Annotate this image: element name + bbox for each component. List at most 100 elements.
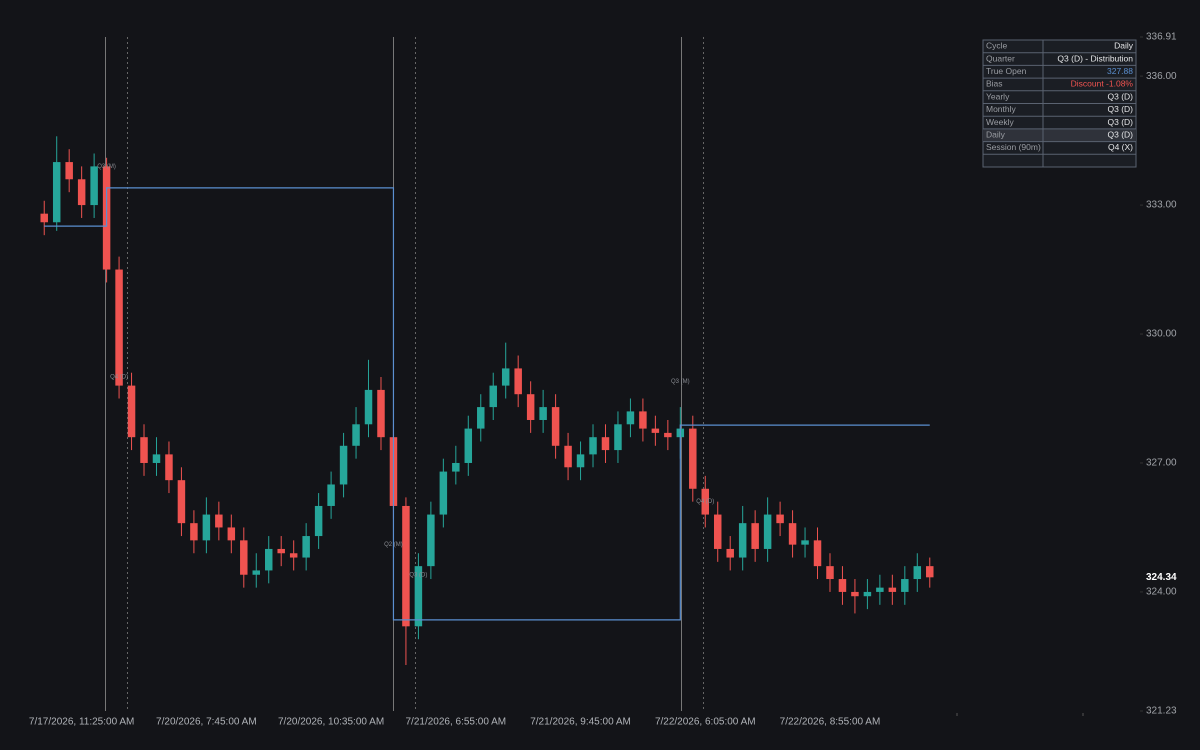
candle-body xyxy=(689,428,697,489)
candle-body xyxy=(452,462,460,472)
annotation: Q3 (D) xyxy=(409,572,427,578)
candle-body xyxy=(926,566,934,578)
candle-body xyxy=(576,454,585,468)
x-tick-label: 7/21/2026, 9:45:00 AM xyxy=(530,717,631,728)
candle-body xyxy=(352,424,360,446)
candle-body xyxy=(439,471,448,515)
candle-body xyxy=(726,548,734,558)
x-tick-label: 7/22/2026, 6:05:00 AM xyxy=(655,717,756,728)
table-label: Weekly xyxy=(986,117,1014,127)
last-price-label: 324.34 xyxy=(1146,572,1177,583)
candle-body xyxy=(551,407,560,446)
candle-body xyxy=(738,523,747,558)
candle-body xyxy=(327,484,335,506)
candle-body xyxy=(639,411,647,429)
table-value: Q3 (D) xyxy=(1108,130,1134,140)
candle-body xyxy=(152,454,161,463)
candle-body xyxy=(763,514,772,549)
candle-body xyxy=(190,523,198,541)
candle-body xyxy=(826,566,834,580)
table-label: Daily xyxy=(986,130,1006,140)
candle-body xyxy=(165,454,173,481)
candle-body xyxy=(813,540,822,567)
info-table: Cycle Daily Quarter Q3 (D) - Distribution Tr… xyxy=(982,39,1137,168)
candle-body xyxy=(277,548,285,554)
candle-body xyxy=(264,548,273,571)
table-value: Daily xyxy=(1114,41,1134,51)
candle-body xyxy=(701,488,710,515)
candle-body xyxy=(127,385,136,438)
candle-body xyxy=(65,162,73,180)
table-value: Q3 (D) xyxy=(1108,104,1134,114)
annotation: Q3 (M) xyxy=(97,164,116,170)
candle-body xyxy=(514,368,522,395)
y-tick-label: 327.00 xyxy=(1146,458,1177,469)
candle-body xyxy=(339,445,348,485)
table-label: True Open xyxy=(986,66,1027,76)
table-label: Session (90m) xyxy=(986,142,1041,152)
table-label: Cycle xyxy=(986,41,1008,51)
candle-body xyxy=(838,579,847,592)
level-line xyxy=(44,187,930,621)
candle-body xyxy=(489,385,497,408)
x-tick-label: 7/22/2026, 8:55:00 AM xyxy=(780,717,881,728)
candle-body xyxy=(788,523,797,545)
candle-body xyxy=(202,514,211,541)
candle-body xyxy=(314,505,323,537)
x-tick-label: 7/20/2026, 7:45:00 AM xyxy=(156,717,257,728)
candle-body xyxy=(751,523,759,549)
candle-body xyxy=(501,368,510,386)
candle-body xyxy=(614,424,622,451)
candle-body xyxy=(626,411,635,425)
candle-body xyxy=(40,213,48,223)
table-value: Q3 (D) xyxy=(1108,91,1134,101)
candle-body xyxy=(901,579,909,592)
table-value: Q4 (X) xyxy=(1108,142,1133,152)
annotation: Q4 (D) xyxy=(110,375,128,381)
candle-body xyxy=(215,514,223,528)
candle-body xyxy=(564,445,572,468)
candle-body xyxy=(140,437,148,463)
x-tick-label: 7/20/2026, 10:35:00 AM xyxy=(278,717,384,728)
table-value: 327.88 xyxy=(1107,66,1133,76)
candle-body xyxy=(252,570,261,575)
candle-body xyxy=(776,514,784,524)
y-tick-label: 330.00 xyxy=(1146,329,1177,340)
candle-body xyxy=(464,428,473,463)
candle-body xyxy=(52,162,61,223)
candle-body xyxy=(876,587,884,592)
y-tick-label: 324.00 xyxy=(1146,587,1177,598)
candle-body xyxy=(601,437,610,451)
candle-body xyxy=(851,591,859,597)
candle-body xyxy=(115,269,123,386)
candle-body xyxy=(589,437,597,455)
candle-body xyxy=(526,394,535,420)
table-value: Q3 (D) - Distribution xyxy=(1057,53,1133,63)
y-tick-label: 333.00 xyxy=(1146,200,1177,211)
table-label: Bias xyxy=(986,79,1003,89)
table-label: Quarter xyxy=(986,53,1015,63)
table-label: Yearly xyxy=(986,91,1010,101)
highlight-row xyxy=(983,128,1136,142)
candle-body xyxy=(377,389,385,438)
candle-body xyxy=(240,540,248,575)
candle-body xyxy=(427,514,435,567)
candle-body xyxy=(289,553,298,558)
candle-body xyxy=(863,591,872,597)
annotation: Q3 (M) xyxy=(671,379,690,385)
candle-body xyxy=(801,540,809,545)
x-tick-label: 7/21/2026, 6:55:00 AM xyxy=(405,717,506,728)
candle-body xyxy=(77,179,86,206)
candle-body xyxy=(477,407,485,429)
annotation: Q4 (D) xyxy=(696,499,714,505)
table-value: Q3 (D) xyxy=(1108,117,1134,127)
y-tick-label: 321.23 xyxy=(1146,706,1177,717)
candle-body xyxy=(177,480,186,524)
candle-body xyxy=(414,566,423,627)
candle-body xyxy=(227,527,236,541)
x-tick-label: 7/17/2026, 11:25:00 AM xyxy=(29,717,134,728)
y-tick-label: 336.91 xyxy=(1146,32,1177,43)
table-label: Monthly xyxy=(986,104,1017,114)
candle-body xyxy=(402,505,410,627)
